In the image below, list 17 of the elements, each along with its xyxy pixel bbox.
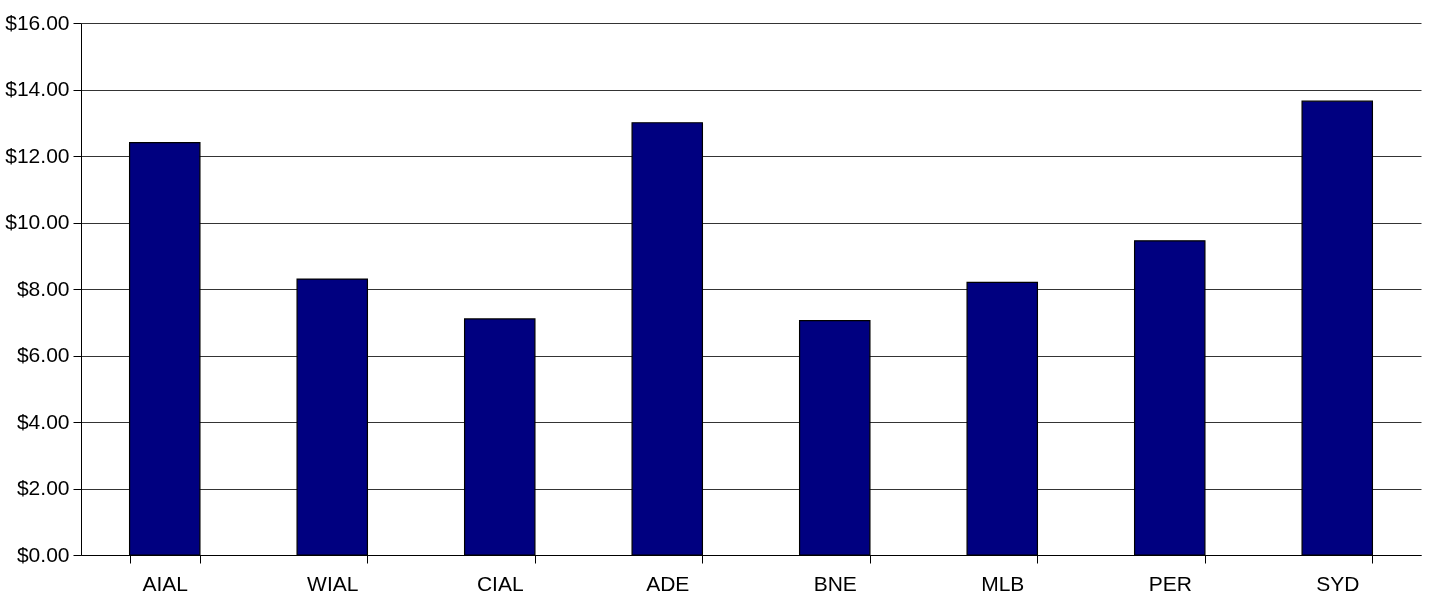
y-tick-label: $0.00 [16,542,70,566]
y-tick-label: $16.00 [5,10,70,34]
y-tick-label: $10.00 [5,210,70,233]
y-tick-label: $2.00 [16,476,70,499]
y-tick-label: $4.00 [16,409,70,433]
x-tick-label: PER [1148,571,1192,595]
y-tick-label: $6.00 [16,343,70,366]
y-tick-label: $8.00 [16,276,70,300]
x-tick-label: WIAL [307,571,359,595]
x-tick-label: AIAL [142,571,189,595]
x-tick-label: CIAL [476,571,524,595]
y-tick-label: $12.00 [5,143,70,167]
x-tick-label: MLB [981,571,1025,595]
x-tick-label: SYD [1316,571,1360,595]
x-tick-label: ADE [646,571,690,595]
y-tick-label: $14.00 [5,77,70,100]
x-tick-label: BNE [813,571,857,595]
